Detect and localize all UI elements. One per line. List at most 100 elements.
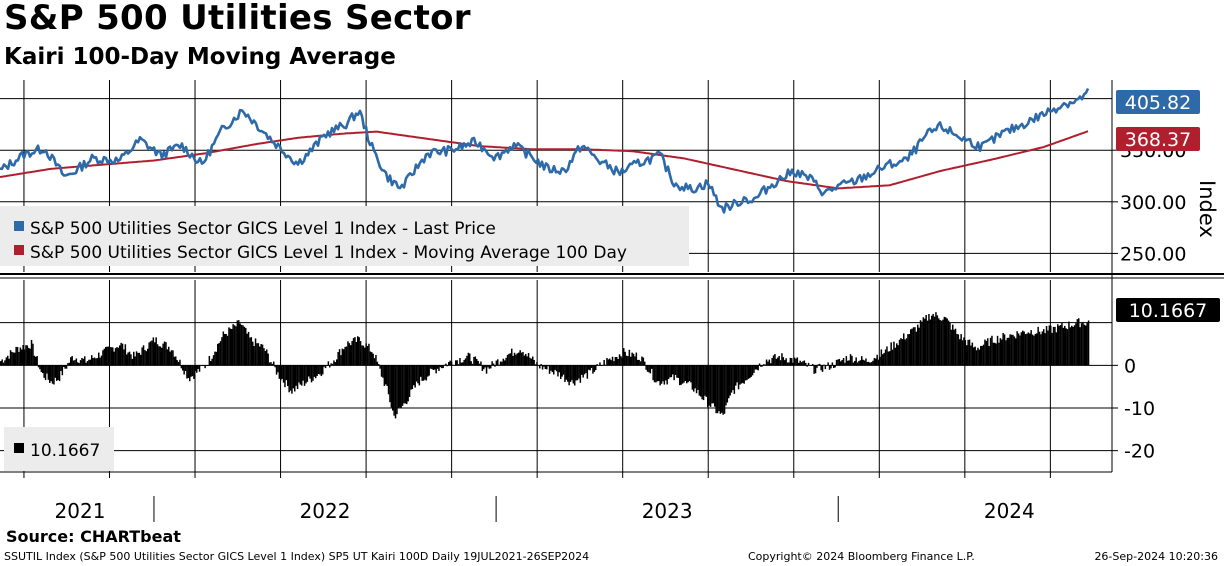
legend-background	[0, 206, 689, 266]
kairi-bar	[347, 341, 349, 366]
kairi-bar	[767, 361, 769, 366]
kairi-bar	[959, 339, 961, 366]
kairi-bar	[128, 351, 131, 366]
kairi-bar	[722, 365, 724, 415]
kairi-bar	[656, 365, 659, 382]
kairi-bar	[956, 334, 958, 366]
kairi-bar	[841, 360, 843, 366]
kairi-bar	[253, 345, 255, 366]
kairi-bar	[931, 315, 933, 366]
kairi-bar	[130, 354, 132, 366]
kairi-bar	[32, 343, 34, 366]
kairi-bar	[334, 362, 337, 366]
kairi-bar	[485, 365, 488, 374]
kairi-bar	[9, 350, 12, 366]
kairi-bar	[1029, 333, 1031, 366]
kairi-bar	[1078, 318, 1080, 366]
kairi-bar	[231, 329, 233, 366]
moving-average-line	[0, 130, 1089, 190]
kairi-bar	[578, 365, 580, 379]
kairi-bar	[275, 365, 278, 375]
kairi-bar	[210, 361, 212, 366]
kairi-bar	[716, 365, 719, 414]
kairi-bar	[317, 365, 320, 375]
kairi-bar	[64, 365, 66, 369]
kairi-bar	[924, 318, 926, 366]
kairi-bar	[460, 362, 463, 366]
kairi-bar	[1033, 335, 1035, 366]
kairi-bar	[467, 352, 470, 366]
kairi-series	[0, 312, 1090, 419]
kairi-bar	[949, 322, 951, 366]
kairi-bar	[697, 365, 699, 390]
kairi-bar	[249, 337, 251, 366]
kairi-bar	[470, 361, 472, 366]
kairi-bar	[929, 319, 932, 366]
kairi-bar	[778, 355, 780, 366]
kairi-bar	[859, 360, 862, 366]
kairi-bar	[687, 365, 689, 383]
kairi-bar	[151, 340, 153, 366]
kairi-bar	[978, 349, 981, 366]
kairi-bar	[810, 365, 813, 366]
kairi-bar	[1045, 326, 1048, 366]
kairi-bar	[127, 352, 129, 366]
kairi-bar	[835, 359, 838, 366]
legend-swatch-kairi	[14, 443, 24, 453]
kairi-bar	[142, 345, 145, 366]
kairi-bar	[996, 335, 999, 366]
kairi-bar	[665, 365, 667, 381]
kairi-bar	[348, 343, 351, 366]
kairi-bar	[488, 365, 491, 369]
kairi-bar	[30, 339, 33, 366]
price-last-value: 405.82	[1125, 92, 1191, 114]
kairi-bar	[753, 365, 755, 373]
kairi-bar	[527, 353, 530, 366]
kairi-bar	[777, 357, 779, 366]
ma-last-value: 368.37	[1125, 129, 1191, 151]
kairi-bar	[910, 329, 912, 366]
kairi-bar	[424, 365, 426, 380]
kairi-bar	[515, 354, 517, 366]
kairi-bar	[628, 349, 631, 366]
kairi-bar	[169, 351, 171, 366]
kairi-bar	[772, 355, 775, 366]
kairi-bar	[863, 360, 866, 366]
kairi-bar	[632, 353, 635, 366]
kairi-bar	[508, 353, 510, 366]
legend-label-ma: S&P 500 Utilities Sector GICS Level 1 In…	[30, 243, 627, 263]
kairi-bar	[891, 349, 894, 366]
kairi-bar	[554, 365, 556, 370]
kairi-bar	[406, 365, 408, 405]
kairi-bar	[138, 352, 141, 366]
x-tick-label: 2022	[300, 499, 351, 523]
kairi-bar	[294, 365, 296, 392]
kairi-bar	[418, 365, 421, 386]
kairi-bar	[198, 365, 201, 372]
kairi-bar	[1030, 330, 1032, 366]
kairi-bar	[464, 358, 467, 366]
kairi-bar	[145, 351, 148, 366]
kairi-bar	[15, 346, 17, 366]
kairi-bar	[928, 314, 930, 366]
kairi-bar	[417, 365, 419, 384]
kairi-bar	[638, 359, 640, 366]
kairi-bar	[999, 338, 1002, 366]
kairi-bar	[953, 329, 955, 366]
kairi-bar	[821, 365, 824, 372]
kairi-bar	[299, 365, 302, 385]
kairi-bar	[1013, 336, 1016, 366]
kairi-bar	[172, 350, 174, 366]
kairi-bar	[301, 365, 303, 386]
kairi-bar	[1037, 326, 1039, 366]
kairi-bar	[37, 365, 40, 368]
kairi-bar	[289, 365, 292, 391]
kairi-bar	[501, 361, 503, 366]
kairi-bar	[558, 365, 561, 373]
kairi-bar	[1010, 334, 1013, 366]
kairi-bar	[494, 365, 496, 367]
kairi-bar	[343, 349, 345, 366]
kairi-bar	[610, 360, 612, 366]
kairi-bar	[103, 348, 106, 366]
kairi-bar	[879, 356, 881, 366]
